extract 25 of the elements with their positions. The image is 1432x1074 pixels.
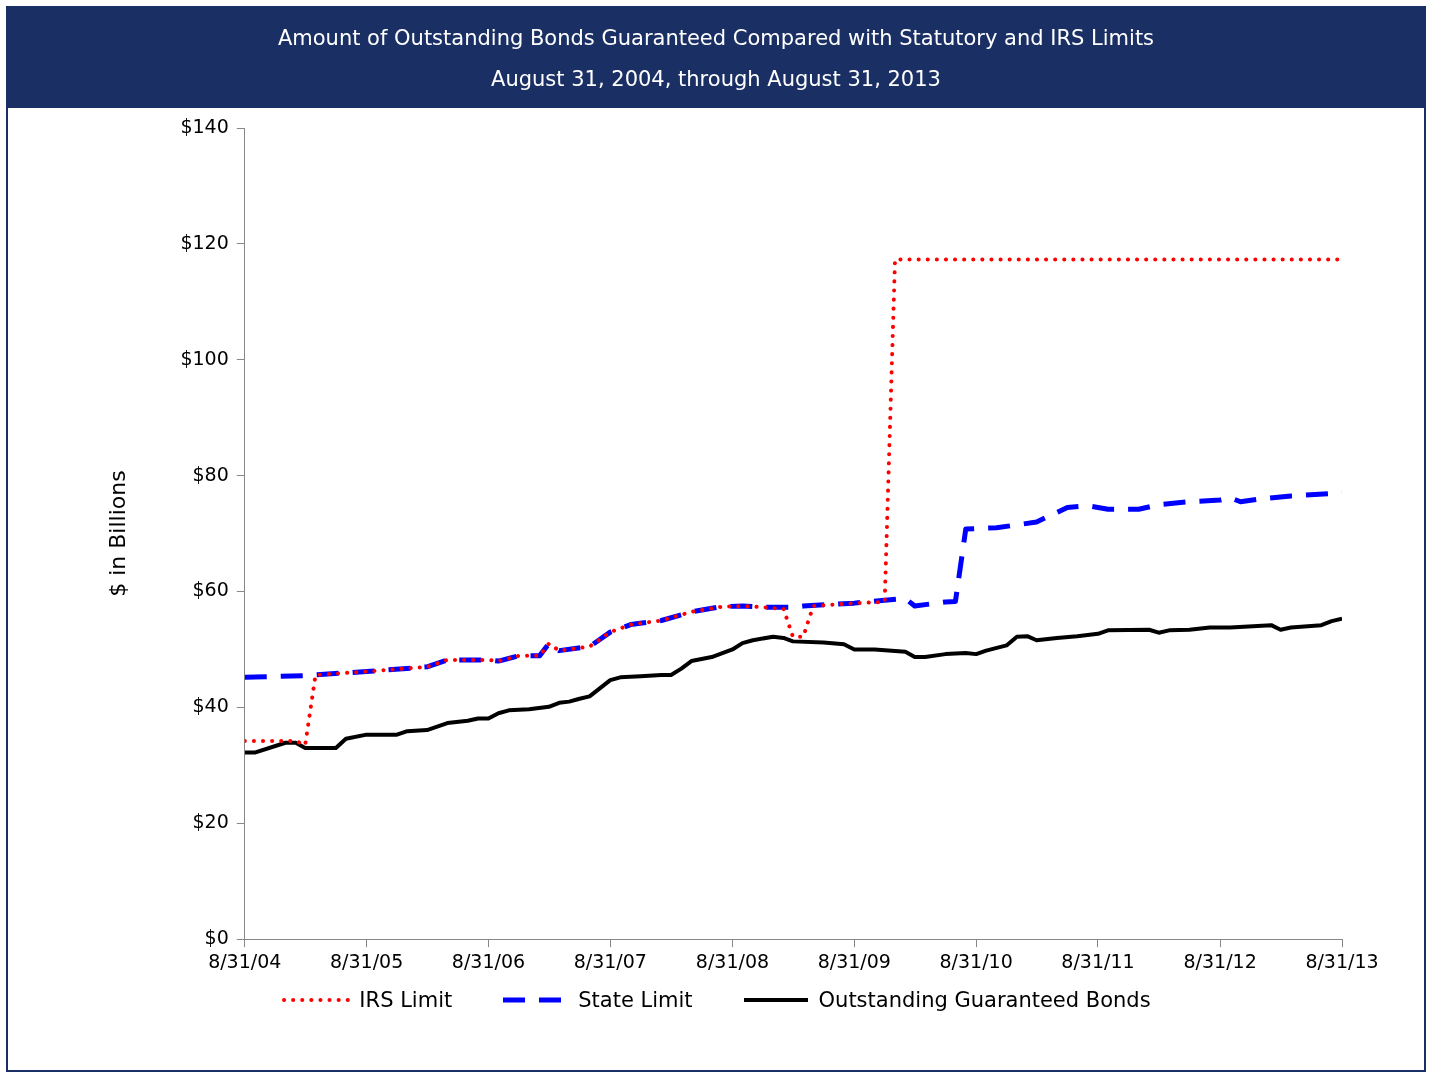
y-tick-label: $80: [192, 462, 229, 485]
legend-label: State Limit: [578, 988, 693, 1012]
x-tick-label: 8/31/04: [208, 949, 282, 972]
x-tick-label: 8/31/05: [329, 949, 404, 972]
y-tick-label: $140: [180, 114, 229, 137]
x-tick-label: 8/31/06: [451, 949, 526, 972]
chart-title: Amount of Outstanding Bonds Guaranteed Compared with Statutory and IRS Limits: [276, 25, 1156, 52]
y-axis-title: $ in Billions: [104, 470, 130, 597]
chart-subtitle: August 31, 2004, through August 31, 2013: [490, 66, 942, 93]
x-tick-label: 8/31/09: [817, 949, 891, 972]
y-tick-label: $60: [192, 578, 229, 601]
y-tick-label: $0: [204, 926, 229, 949]
y-tick-label: $100: [180, 346, 229, 369]
x-tick-label: 8/31/11: [1061, 949, 1135, 972]
x-tick-label: 8/31/13: [1305, 949, 1379, 972]
line-series: [244, 257, 1342, 748]
x-tick-label: 8/31/08: [695, 949, 770, 972]
x-tick-label: 8/31/10: [939, 949, 1013, 972]
x-tick-label: 8/31/07: [573, 949, 647, 972]
y-tick-label: $20: [192, 810, 229, 833]
y-tick-label: $120: [180, 230, 229, 253]
y-tick-label: $40: [192, 694, 229, 717]
legend-label: Outstanding Guaranteed Bonds: [818, 988, 1151, 1012]
x-tick-label: 8/31/12: [1183, 949, 1257, 972]
legend-label: IRS Limit: [359, 988, 453, 1012]
